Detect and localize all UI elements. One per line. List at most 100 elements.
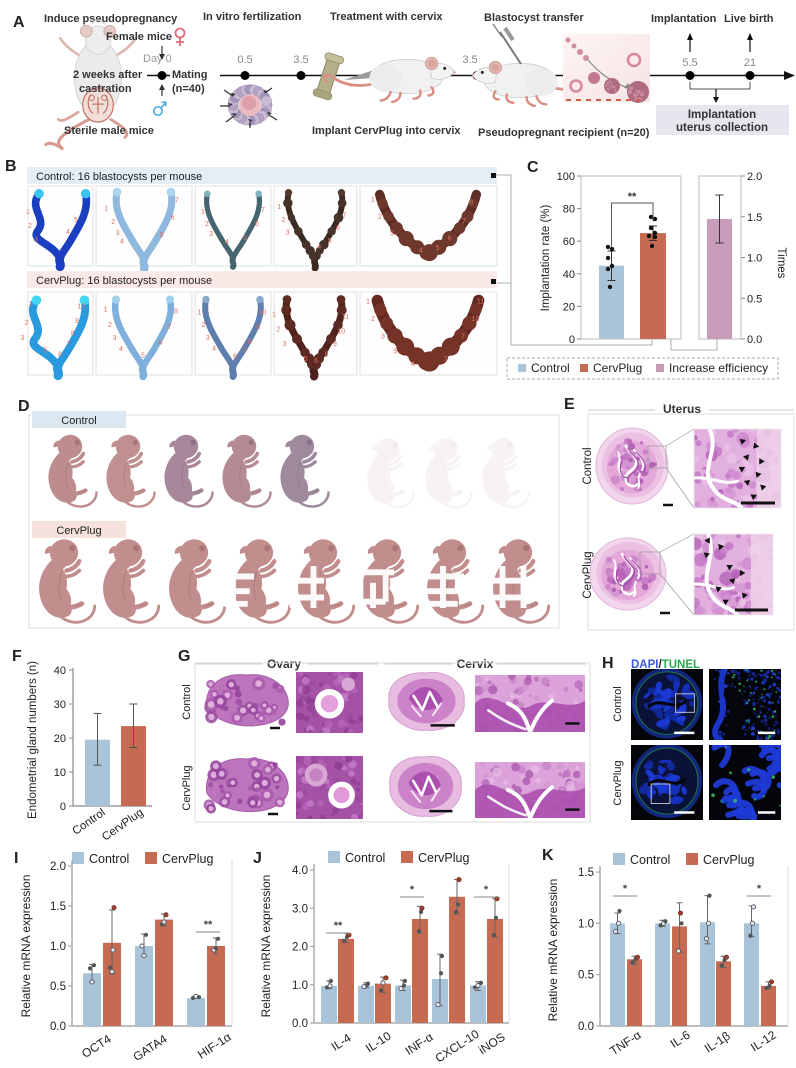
svg-text:6: 6 — [58, 352, 62, 359]
svg-text:5: 5 — [243, 235, 247, 242]
svg-text:3: 3 — [390, 231, 394, 238]
svg-text:2: 2 — [28, 223, 32, 230]
svg-text:Female mice: Female mice — [106, 31, 172, 43]
svg-text:7: 7 — [461, 334, 465, 341]
svg-text:100: 100 — [557, 171, 575, 183]
svg-text:7: 7 — [462, 219, 466, 226]
svg-text:Pseudopregnant recipient (n=20: Pseudopregnant recipient (n=20) — [478, 127, 650, 139]
svg-text:7: 7 — [67, 341, 71, 348]
svg-text:1: 1 — [366, 299, 370, 306]
svg-text:1.0: 1.0 — [578, 918, 594, 930]
svg-text:9: 9 — [256, 324, 260, 331]
svg-text:3: 3 — [286, 229, 290, 236]
svg-text:1: 1 — [201, 209, 205, 216]
svg-text:80: 80 — [563, 204, 575, 216]
svg-text:0.5: 0.5 — [237, 54, 252, 66]
svg-text:0.5: 0.5 — [578, 970, 594, 982]
svg-text:Implantation: Implantation — [651, 13, 717, 25]
svg-text:CervPlug: CervPlug — [56, 525, 101, 537]
svg-text:DAPI/TUNEL: DAPI/TUNEL — [631, 659, 700, 671]
svg-text:10: 10 — [54, 767, 66, 779]
svg-text:3: 3 — [34, 237, 38, 244]
svg-text:10: 10 — [259, 310, 267, 317]
svg-text:CervPlug: CervPlug — [703, 853, 754, 867]
svg-text:Control: Control — [345, 851, 385, 865]
svg-text:7: 7 — [261, 207, 265, 214]
svg-text:CervPlug: CervPlug — [612, 760, 624, 805]
svg-text:1.5: 1.5 — [578, 867, 594, 879]
svg-text:Implantation: Implantation — [688, 109, 756, 121]
svg-text:4: 4 — [119, 346, 123, 353]
svg-text:1.0: 1.0 — [50, 941, 66, 953]
svg-text:10: 10 — [337, 329, 345, 336]
svg-text:Cervix: Cervix — [457, 657, 494, 671]
svg-text:**: ** — [628, 191, 637, 203]
svg-text:Control: Control — [612, 686, 624, 721]
svg-text:Blastocyst transfer: Blastocyst transfer — [484, 12, 584, 24]
svg-text:*: * — [623, 883, 628, 895]
svg-text:F: F — [12, 648, 22, 665]
svg-text:*: * — [484, 884, 489, 896]
svg-text:Control: Control — [61, 415, 96, 427]
svg-text:Relative mRNA expression: Relative mRNA expression — [546, 879, 560, 1022]
svg-text:2: 2 — [202, 322, 206, 329]
svg-text:Control: 16 blastocysts per mo: Control: 16 blastocysts per mouse — [36, 171, 202, 183]
svg-text:3.5: 3.5 — [293, 54, 308, 66]
svg-text:0: 0 — [569, 334, 575, 346]
svg-text:6: 6 — [159, 340, 163, 347]
svg-text:1.0: 1.0 — [747, 253, 762, 265]
svg-text:*: * — [757, 883, 762, 895]
svg-text:3.5: 3.5 — [462, 54, 477, 66]
svg-text:Treatment with cervix: Treatment with cervix — [330, 11, 443, 23]
svg-text:Relative mRNA expression: Relative mRNA expression — [259, 875, 273, 1018]
svg-text:8: 8 — [469, 199, 473, 206]
svg-text:40: 40 — [54, 665, 66, 677]
svg-text:CervPlug: CervPlug — [582, 551, 594, 598]
svg-text:Control: Control — [89, 852, 129, 866]
svg-text:11: 11 — [342, 314, 349, 321]
svg-text:Live birth: Live birth — [724, 13, 774, 25]
svg-text:4.0: 4.0 — [292, 865, 308, 877]
svg-text:4: 4 — [411, 361, 415, 368]
svg-text:Control: Control — [531, 361, 570, 375]
svg-text:2.0: 2.0 — [747, 171, 762, 183]
svg-text:7: 7 — [167, 324, 171, 331]
svg-text:CervPlug: CervPlug — [593, 361, 642, 375]
svg-text:40: 40 — [563, 269, 575, 281]
svg-text:4: 4 — [120, 239, 124, 246]
svg-text:7: 7 — [342, 213, 346, 220]
svg-text:0: 0 — [60, 801, 66, 813]
svg-text:8: 8 — [248, 339, 252, 346]
svg-text:0.0: 0.0 — [292, 1018, 308, 1030]
svg-text:3: 3 — [116, 230, 120, 237]
svg-text:Control: Control — [181, 684, 193, 719]
svg-text:1.5: 1.5 — [747, 212, 762, 224]
svg-text:7: 7 — [444, 356, 448, 363]
svg-text:3: 3 — [209, 231, 213, 238]
svg-text:2: 2 — [25, 320, 29, 327]
svg-text:CervPlug: CervPlug — [162, 852, 213, 866]
svg-text:6: 6 — [448, 235, 452, 242]
svg-text:3: 3 — [381, 334, 385, 341]
svg-text:H: H — [602, 655, 614, 672]
svg-text:5: 5 — [43, 347, 47, 354]
svg-text:Implantation rate (%): Implantation rate (%) — [540, 204, 552, 311]
svg-text:6: 6 — [233, 354, 237, 361]
svg-text:J: J — [253, 850, 262, 867]
svg-text:I: I — [14, 850, 18, 867]
svg-text:Induce pseudopregnancy: Induce pseudopregnancy — [44, 13, 178, 25]
svg-text:In vitro fertilization: In vitro fertilization — [203, 11, 302, 23]
svg-text:8: 8 — [325, 352, 329, 359]
svg-text:1: 1 — [371, 197, 375, 204]
svg-text:Endometrial gland numbers (n): Endometrial gland numbers (n) — [27, 661, 39, 819]
svg-text:D: D — [18, 398, 30, 415]
svg-text:7: 7 — [242, 347, 246, 354]
svg-text:2: 2 — [378, 214, 382, 221]
svg-text:0.0: 0.0 — [747, 334, 762, 346]
svg-text:20: 20 — [54, 733, 66, 745]
svg-text:2.0: 2.0 — [292, 942, 308, 954]
svg-text:2: 2 — [205, 221, 209, 228]
svg-text:Relative mRNA expression: Relative mRNA expression — [19, 875, 33, 1018]
svg-text:Control: Control — [582, 447, 594, 484]
svg-text:2.0: 2.0 — [50, 861, 66, 873]
